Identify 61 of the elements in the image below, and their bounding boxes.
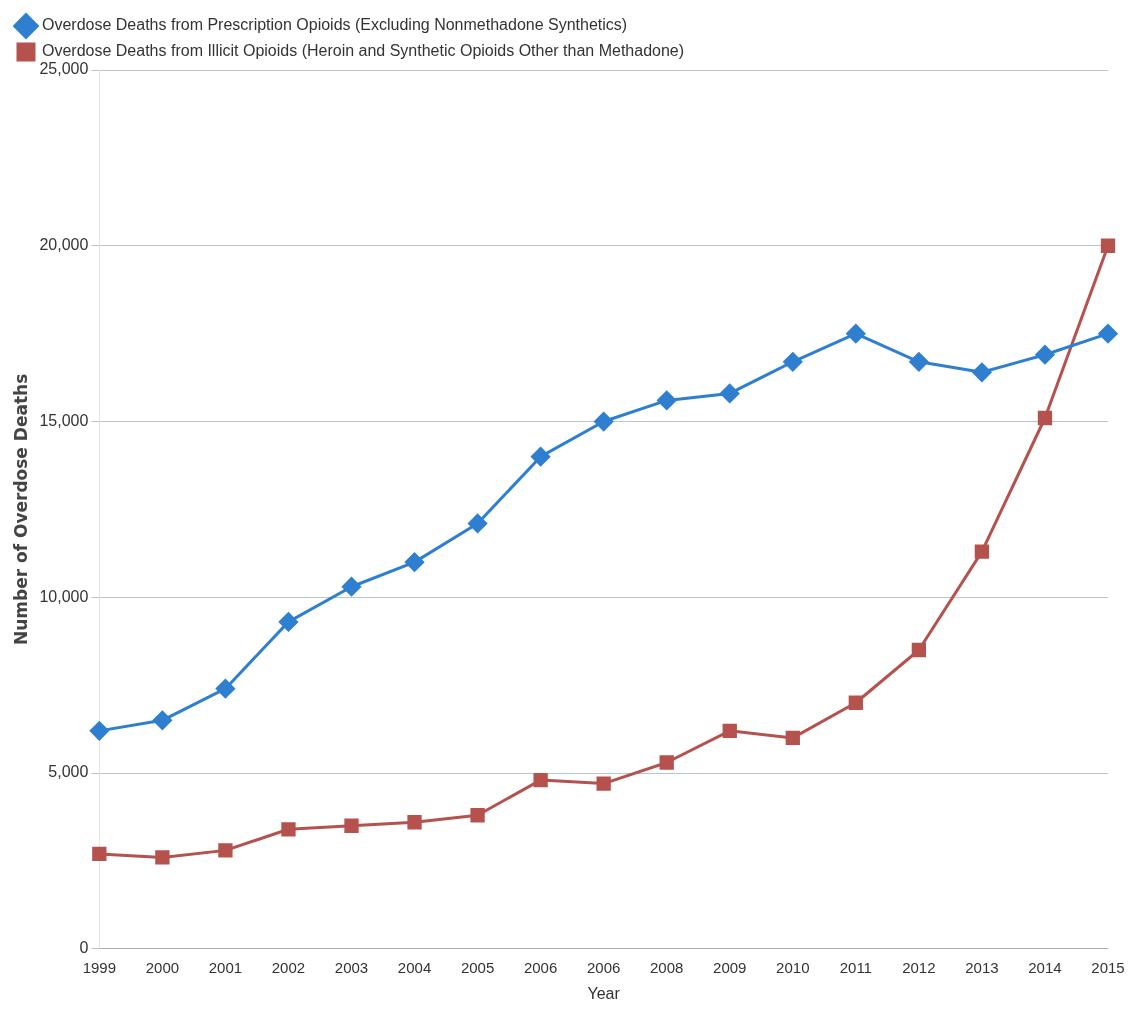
y-tick-label: 0 bbox=[79, 939, 89, 957]
point bbox=[531, 447, 551, 467]
point bbox=[92, 846, 107, 862]
point bbox=[215, 679, 235, 699]
x-tick-label: 2014 bbox=[1028, 958, 1062, 976]
point bbox=[407, 815, 422, 830]
x-tick-label: 2004 bbox=[397, 958, 432, 976]
point bbox=[972, 362, 992, 382]
y-tick-label: 20,000 bbox=[39, 236, 89, 254]
point bbox=[1037, 410, 1053, 426]
point bbox=[405, 552, 425, 572]
point bbox=[155, 850, 170, 865]
y-tick-label: 25,000 bbox=[39, 60, 89, 78]
x-tick-label: 2009 bbox=[713, 958, 747, 976]
point bbox=[911, 642, 927, 658]
y-axis-title: Number of Overdose Deaths bbox=[10, 373, 31, 646]
legend-label: Overdose Deaths from Prescription Opioids (Excluding Nonmethadone Synthetics) bbox=[42, 16, 628, 34]
point bbox=[278, 612, 298, 632]
x-tick-label: 2013 bbox=[965, 958, 999, 976]
x-tick-label: 2010 bbox=[776, 958, 810, 976]
point bbox=[974, 544, 990, 559]
x-tick-label: 2002 bbox=[271, 958, 306, 976]
x-tick-label: 1999 bbox=[82, 958, 117, 976]
point bbox=[1035, 345, 1055, 365]
x-tick-label: 2000 bbox=[145, 958, 180, 976]
point bbox=[468, 513, 488, 533]
point bbox=[344, 818, 359, 833]
point bbox=[783, 352, 803, 372]
x-tick-label: 2012 bbox=[902, 958, 936, 976]
x-axis-title: Year bbox=[587, 984, 621, 1002]
point bbox=[152, 710, 172, 730]
x-tick-label: 2008 bbox=[650, 958, 684, 976]
y-tick-label: 15,000 bbox=[39, 411, 89, 429]
point bbox=[594, 412, 614, 432]
point bbox=[722, 723, 737, 739]
x-tick-label: 2006 bbox=[586, 958, 621, 976]
point bbox=[657, 390, 677, 410]
y-tick-label: 10,000 bbox=[39, 587, 89, 605]
point bbox=[1098, 324, 1118, 344]
point bbox=[846, 324, 866, 344]
x-tick-label: 2003 bbox=[334, 958, 369, 976]
point bbox=[909, 352, 929, 372]
x-tick-label: 2011 bbox=[839, 958, 872, 976]
y-tick-label: 5,000 bbox=[48, 763, 89, 781]
legend-label: Overdose Deaths from Illicit Opioids (Heroin and Synthetic Opioids Other than Methadone) bbox=[42, 42, 685, 60]
point bbox=[1100, 238, 1116, 253]
x-tick-label: 2006 bbox=[523, 958, 558, 976]
point bbox=[89, 721, 109, 741]
x-tick-label: 2001 bbox=[208, 958, 243, 976]
x-tick-label: 2015 bbox=[1091, 958, 1125, 976]
point bbox=[848, 695, 863, 710]
point bbox=[342, 577, 361, 597]
point bbox=[720, 383, 740, 403]
point bbox=[281, 822, 296, 837]
x-tick-label: 2005 bbox=[460, 958, 495, 976]
point bbox=[785, 730, 800, 746]
point bbox=[659, 755, 674, 770]
point bbox=[218, 843, 233, 858]
point bbox=[596, 776, 611, 791]
point bbox=[533, 772, 548, 788]
point bbox=[470, 808, 485, 823]
